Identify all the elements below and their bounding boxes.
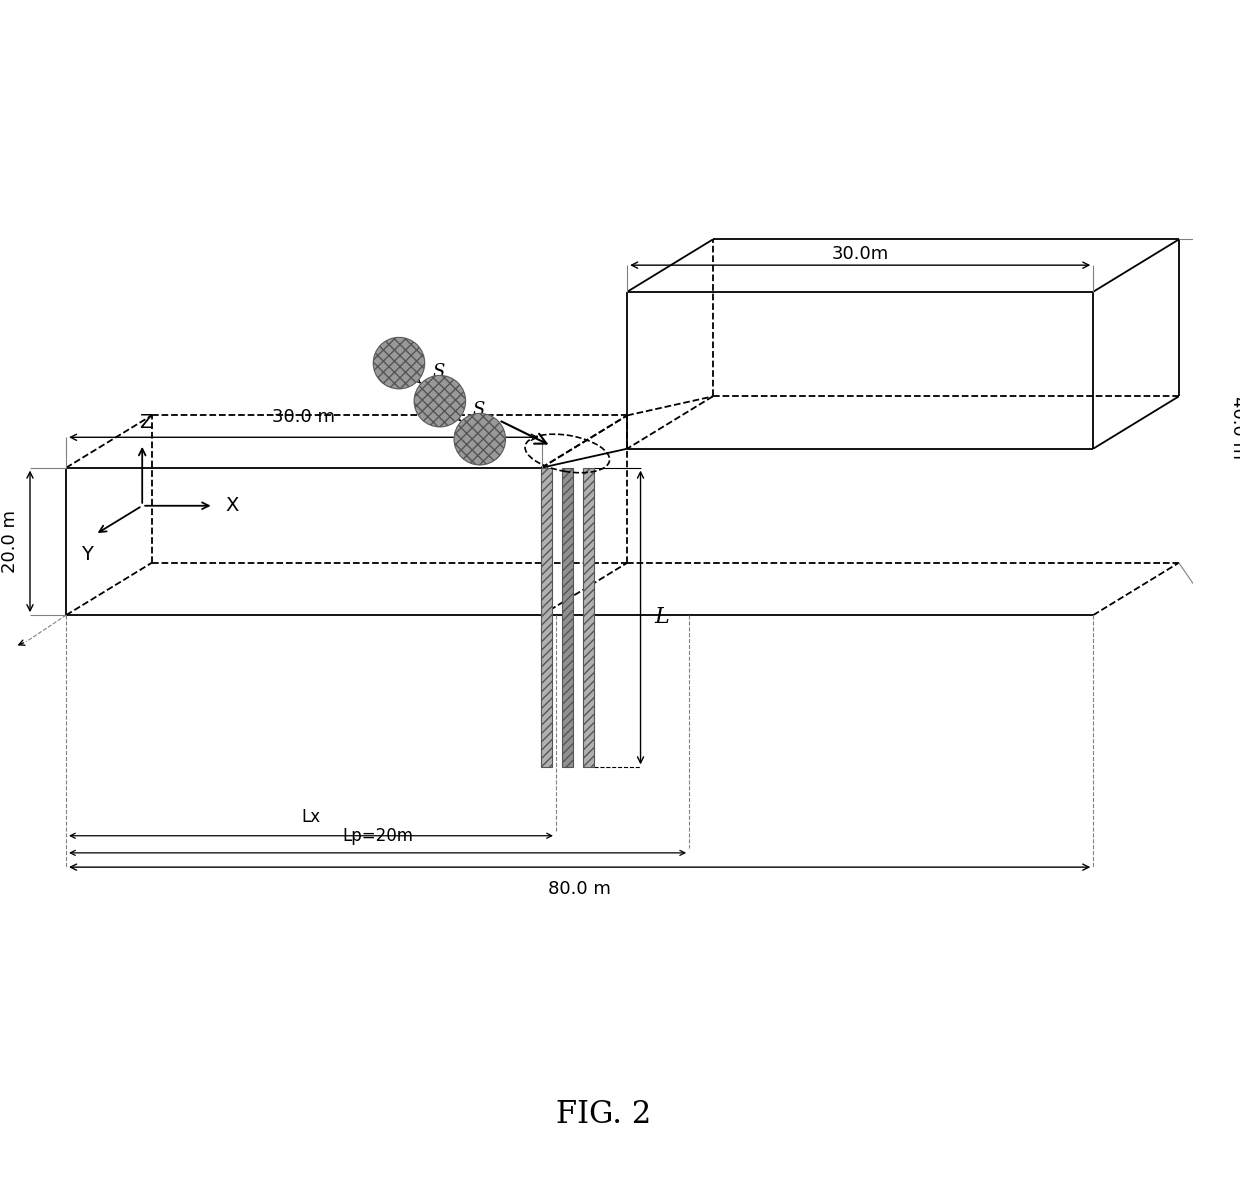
Text: Z: Z xyxy=(139,413,153,432)
Text: 30.0 m: 30.0 m xyxy=(273,408,335,426)
Text: L: L xyxy=(655,606,670,628)
Text: 80.0 m: 80.0 m xyxy=(548,880,611,898)
Text: Lp=20m: Lp=20m xyxy=(342,828,413,846)
Text: 30.0m: 30.0m xyxy=(832,245,889,263)
Text: Lx: Lx xyxy=(301,808,321,826)
Text: S: S xyxy=(433,362,445,380)
Bar xyxy=(562,468,573,768)
Circle shape xyxy=(373,337,424,389)
Text: Y: Y xyxy=(81,544,93,563)
Text: 40.0 m: 40.0 m xyxy=(1229,396,1240,459)
Text: X: X xyxy=(226,496,239,515)
Circle shape xyxy=(414,376,465,427)
Bar xyxy=(541,468,552,768)
Text: S: S xyxy=(472,401,485,419)
Bar xyxy=(583,468,594,768)
Circle shape xyxy=(454,414,506,465)
Text: FIG. 2: FIG. 2 xyxy=(556,1099,651,1130)
Text: 20.0 m: 20.0 m xyxy=(0,509,19,573)
